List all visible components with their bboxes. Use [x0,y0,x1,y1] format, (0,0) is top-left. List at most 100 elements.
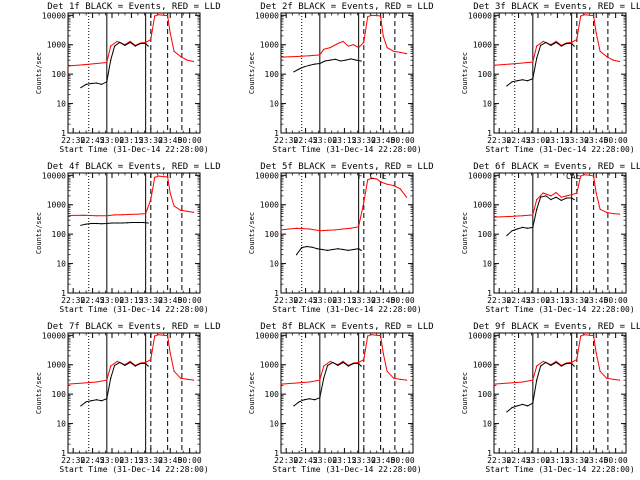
series-point [606,55,608,58]
y-tick-label: 100 [478,230,493,239]
series-point [106,222,108,225]
series-point [376,178,378,180]
series-point [308,381,311,383]
x-tick-label: 23:15 [119,456,143,465]
x-tick-label: 23:00 [313,136,337,145]
x-tick-label: 23:45 [158,296,182,305]
series-point [114,364,116,366]
series-point [540,44,542,47]
y-tick-label: 1000 [260,361,279,370]
series-point [571,361,573,363]
series-point [80,224,82,226]
series-point [571,197,573,199]
series-point [85,83,87,85]
series-point [386,370,388,372]
series-point [295,227,298,229]
plot-frame [493,12,627,134]
y-tick-label: 100 [265,230,280,239]
x-tick-label: 22:45 [294,136,318,145]
series-point [142,221,144,224]
series-point [173,370,175,372]
series-point [158,334,160,336]
series-point [521,62,524,64]
x-axis-label: Start Time (31-Dec-14 22:28:00) [485,465,634,474]
series-point [540,365,542,367]
series-point [511,407,513,409]
state-annotation: CAE [566,172,581,181]
series-point [145,362,147,365]
plot-frame [280,172,414,294]
series-point [129,213,131,215]
y-tick-label: 10 [56,100,66,109]
x-tick-label: 23:15 [119,136,143,145]
series-point [163,334,165,336]
series-point [90,222,92,225]
series-point [405,196,408,198]
series-point [192,211,195,213]
series-point [352,248,355,251]
series-point [163,14,165,16]
series-point [555,361,557,363]
series-point [329,59,331,61]
series-point [180,209,182,211]
series-point [367,335,369,337]
series-point [303,399,305,401]
detector-panel: Det 6f BLACK = Events, RED = LLD 1 10 100 10… [461,162,640,314]
x-tick-label: 23:00 [526,136,550,145]
series-point [580,335,582,337]
y-tick-label: 1 [487,449,492,458]
series-point [308,398,311,400]
lld-series-line [67,334,194,385]
series-point [376,334,378,336]
series-point [334,229,336,231]
x-axis-label: Start Time (31-Dec-14 22:28:00) [272,465,421,474]
series-point [527,80,529,82]
series-point [542,40,544,43]
series-point [298,401,300,403]
plot-frame [493,172,627,294]
events-series-line [506,41,575,87]
x-tick-label: 22:30 [274,296,298,305]
y-tick-label: 10000 [42,331,66,340]
series-point [576,192,578,194]
series-point [405,53,408,55]
series-point [573,365,575,367]
series-point [536,208,538,210]
series-point [167,176,169,178]
series-point [121,214,123,216]
series-point [571,194,573,196]
y-tick-label: 100 [478,390,493,399]
y-axis-label: Counts/sec [248,212,256,254]
y-axis-label: Counts/sec [248,52,256,94]
x-tick-label: 23:45 [371,456,395,465]
x-tick-label: 23:00 [313,296,337,305]
y-tick-label: 1 [61,289,66,298]
series-point [110,59,112,61]
series-point [95,215,98,217]
series-point [145,213,147,215]
series-point [532,214,534,216]
series-point [80,405,82,407]
y-tick-label: 100 [52,70,67,79]
series-point [145,361,147,363]
series-point [618,379,621,381]
series-point [493,64,495,66]
series-point [511,81,513,83]
y-axis-label: Counts/sec [461,52,469,94]
series-point [555,360,557,362]
series-point [129,41,131,44]
series-point [147,45,149,47]
series-point [371,177,373,179]
y-tick-label: 10 [56,420,66,429]
series-point [380,181,382,183]
series-point [599,50,601,52]
panel-title: Det 4f BLACK = Events, RED = LLD [47,162,220,172]
series-point [612,213,614,215]
series-point [606,211,608,213]
series-point [111,222,113,224]
series-point [306,245,308,248]
y-tick-label: 10000 [42,171,66,180]
y-tick-label: 1 [274,129,279,138]
series-point [355,59,357,61]
state-annotation: F [358,172,363,181]
